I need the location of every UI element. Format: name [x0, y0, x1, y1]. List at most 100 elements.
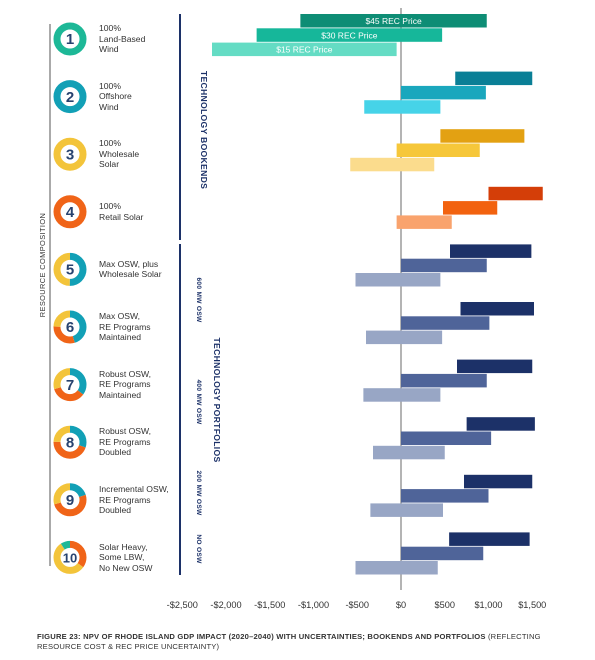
scenario-label-line: Maintained [99, 332, 142, 343]
ring-center-4 [60, 202, 80, 221]
bar-scenario-2-series-1 [455, 71, 533, 86]
x-tick-label: $1,500 [518, 600, 546, 610]
scenario-label-line: Max OSW, plus [99, 258, 159, 269]
ring-segment-9 [53, 483, 87, 517]
ring-center-10 [60, 548, 80, 567]
bar-scenario-7-series-2 [401, 373, 487, 388]
ring-segment-2 [53, 80, 87, 114]
scenario-label-line: Offshore [99, 91, 132, 102]
npv-gdp-chart: $45 REC Price $30 REC Price $15 REC Price -… [38, 8, 546, 610]
ring-center-5 [60, 260, 80, 279]
bar-scenario-5-series-1 [450, 244, 532, 258]
ring-center-6 [60, 317, 80, 337]
ring-segment-5 [53, 252, 87, 286]
series-label-2: $30 REC Price [321, 30, 377, 40]
scenario-label-3: 100% Wholesale Solar [99, 138, 189, 170]
bar-scenario-6-series-1 [460, 302, 534, 316]
scenario-number: 5 [66, 262, 74, 279]
scenario-label-line: RE Programs [99, 494, 151, 505]
ring-segment-1 [53, 22, 87, 56]
bar-scenario-2-series-3 [364, 100, 441, 114]
x-tick-label: -$1,500 [254, 600, 285, 610]
ring-segment-6 [53, 310, 87, 344]
scenario-label-line: RE Programs [99, 321, 151, 332]
scenario-number: 6 [66, 319, 74, 336]
x-tick-label: -$2,000 [210, 600, 241, 610]
scenario-label-line: 100% [99, 201, 121, 212]
scenario-number: 2 [66, 89, 74, 106]
scenario-label-line: Retail Solar [99, 211, 144, 222]
bar-scenario-6-series-3 [366, 330, 443, 345]
ring-segment-6 [53, 310, 87, 344]
ring-segment-3 [53, 137, 87, 171]
scenario-label-line: Doubled [99, 447, 132, 458]
ring-segment-7 [53, 368, 87, 402]
series-label-3: $15 REC Price [276, 45, 332, 55]
y-axis-title: RESOURCE COMPOSITION [38, 213, 47, 318]
scenario-label-line: Max OSW, [99, 311, 141, 322]
scenario-label-line: Wind [99, 44, 119, 55]
scenario-number: 10 [63, 551, 77, 566]
scenario-number: 1 [66, 31, 74, 48]
scenario-label-line: Maintained [99, 389, 142, 400]
bar-scenario-6-series-2 [401, 316, 490, 330]
bar-scenario-4-series-3 [396, 215, 452, 229]
scenario-label-line: Robust OSW, [99, 368, 152, 379]
no-osw-label: NO OSW [195, 534, 202, 564]
x-tick-label: $1,000 [474, 600, 502, 610]
scenario-label-line: Land-Based [99, 33, 146, 44]
caption-title: FIGURE 23: NPV OF RHODE ISLAND GDP IMPAC… [37, 632, 486, 641]
scenario-label-8: Robust OSW, RE Programs Doubled [99, 426, 189, 458]
scenario-label-line: Solar Heavy, [99, 541, 148, 552]
scenario-number: 3 [66, 146, 74, 163]
ring-segment-8 [53, 425, 87, 459]
ring-center-3 [60, 145, 80, 164]
ring-segment-9 [53, 483, 87, 517]
bar-scenario-1-series-1 [300, 14, 487, 28]
ring-center-2 [60, 87, 80, 106]
ring-center-7 [60, 375, 80, 394]
bar-scenario-10-series-2 [401, 546, 484, 561]
bar-scenario-3-series-3 [350, 157, 435, 172]
scenario-label-9: Incremental OSW, RE Programs Doubled [99, 484, 189, 516]
x-tick-label: -$1,000 [298, 600, 329, 610]
scenario-label-line: 100% [99, 80, 121, 91]
portfolios-label: TECHNOLOGY PORTFOLIOS [212, 337, 222, 462]
ring-center-9 [60, 490, 80, 509]
ring-segment-8 [53, 425, 87, 459]
scenario-label-2: 100% Offshore Wind [99, 81, 189, 113]
bar-scenario-8-series-1 [466, 417, 535, 431]
scenario-label-line: Wholesale [99, 148, 140, 159]
bar-scenario-4-series-2 [443, 201, 498, 215]
scenario-label-line: Wholesale Solar [99, 269, 162, 280]
scenario-label-6: Max OSW, RE Programs Maintained [99, 311, 189, 343]
scenario-label-7: Robust OSW, RE Programs Maintained [99, 369, 189, 401]
x-tick-label: $0 [396, 600, 406, 610]
bar-scenario-4-series-1 [488, 186, 543, 201]
bar-scenario-7-series-1 [457, 359, 533, 374]
scenario-label-line: RE Programs [99, 379, 151, 390]
ring-segment-10 [53, 540, 87, 574]
bar-scenario-3-series-1 [440, 129, 525, 143]
bar-scenario-5-series-2 [401, 258, 487, 273]
series-label-1: $45 REC Price [365, 16, 421, 26]
bar-scenario-10-series-3 [355, 561, 438, 575]
scenario-label-line: Wind [99, 101, 119, 112]
bookends-label: TECHNOLOGY BOOKENDS [199, 71, 209, 189]
scenario-label-line: Robust OSW, [99, 426, 152, 437]
scenario-label-line: 100% [99, 23, 121, 34]
scenario-label-line: RE Programs [99, 436, 151, 447]
osw-600-label: 600 MW OSW [195, 277, 202, 323]
bar-scenario-1-series-2 [256, 28, 443, 42]
bar-scenario-10-series-1 [449, 532, 530, 546]
bar-scenario-8-series-3 [373, 445, 445, 460]
scenario-label-line: Some LBW, [99, 552, 145, 563]
bar-scenario-5-series-3 [355, 273, 441, 287]
scenario-label-line: Doubled [99, 505, 132, 516]
x-tick-label: -$500 [346, 600, 370, 610]
bar-scenario-9-series-2 [401, 489, 489, 503]
caption-subtitle: (REFLECTING RESOURCE COST & REC PRICE UN… [37, 632, 541, 651]
ring-segment-7 [53, 368, 87, 402]
x-tick-label: -$2,500 [167, 600, 198, 610]
scenario-label-5: Max OSW, plus Wholesale Solar [99, 259, 189, 280]
